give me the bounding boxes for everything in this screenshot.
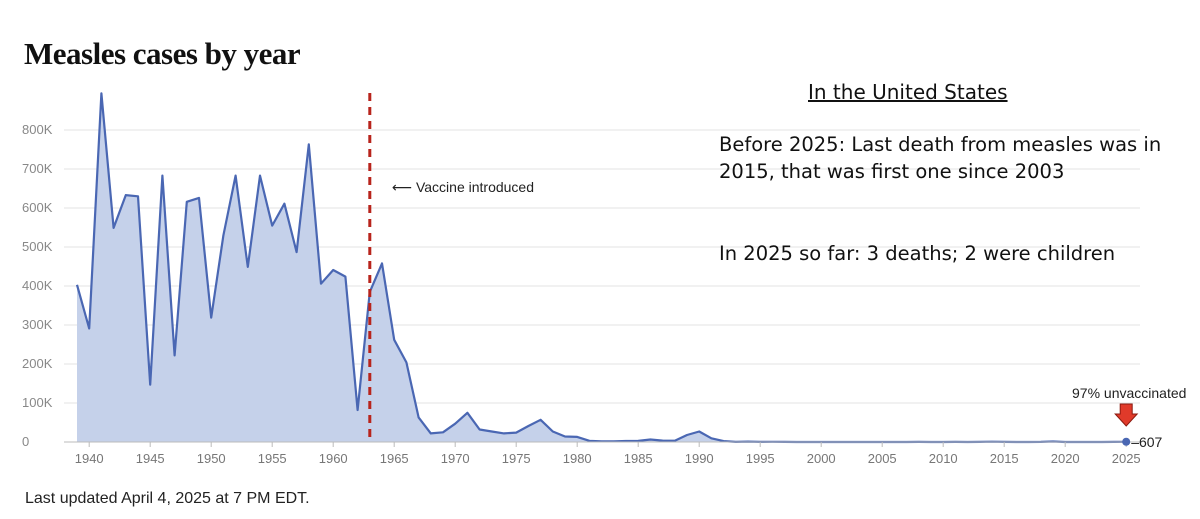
chart-title: Measles cases by year — [24, 36, 301, 71]
x-tick-label: 2020 — [1051, 451, 1080, 466]
down-arrow-icon — [1114, 403, 1139, 427]
annotation-text-before-2025: Before 2025: Last death from measles was… — [719, 133, 1162, 183]
y-tick-label: 600K — [22, 200, 53, 215]
y-tick-label: 0 — [22, 434, 29, 449]
y-tick-label: 800K — [22, 122, 53, 137]
y-tick-label: 100K — [22, 395, 53, 410]
x-tick-label: 1965 — [380, 451, 409, 466]
x-tick-label: 1985 — [624, 451, 653, 466]
x-tick-label: 1970 — [441, 451, 470, 466]
x-tick-label: 2025 — [1112, 451, 1141, 466]
area-fill — [77, 93, 1127, 443]
latest-value-point — [1122, 437, 1131, 446]
last-updated-footnote: Last updated April 4, 2025 at 7 PM EDT. — [25, 490, 310, 507]
annotation-text-2025: In 2025 so far: 3 deaths; 2 were childre… — [719, 242, 1116, 265]
y-tick-label: 500K — [22, 239, 53, 254]
x-tick-label: 1960 — [319, 451, 348, 466]
axes: 0 100K 200K 300K 400K 500K 600K 700K 800K 1940 194… — [22, 122, 1141, 466]
x-tick-label: 2000 — [807, 451, 836, 466]
x-tick-label: 2010 — [929, 451, 958, 466]
x-tick-label: 1980 — [563, 451, 592, 466]
chart-annotations: ⟵ Vaccine introduced –607 97% unvaccinated — [368, 93, 1186, 450]
y-tick-label: 200K — [22, 356, 53, 371]
annotation-heading: In the United States — [808, 80, 1008, 104]
x-tick-label: 1990 — [685, 451, 714, 466]
vaccine-introduced-label: ⟵ Vaccine introduced — [392, 179, 534, 195]
x-tick-label: 2015 — [990, 451, 1019, 466]
y-tick-label: 300K — [22, 317, 53, 332]
y-tick-label: 700K — [22, 161, 53, 176]
x-tick-label: 2005 — [868, 451, 897, 466]
x-tick-label: 1945 — [136, 451, 165, 466]
x-tick-label: 1955 — [258, 451, 287, 466]
x-tick-label: 1975 — [502, 451, 531, 466]
x-tick-label: 1940 — [75, 451, 104, 466]
latest-value-label: –607 — [1131, 434, 1162, 450]
x-tick-label: 1995 — [746, 451, 775, 466]
y-tick-label: 400K — [22, 278, 53, 293]
x-tick-label: 1950 — [197, 451, 226, 466]
unvaccinated-note: 97% unvaccinated — [1072, 385, 1186, 401]
